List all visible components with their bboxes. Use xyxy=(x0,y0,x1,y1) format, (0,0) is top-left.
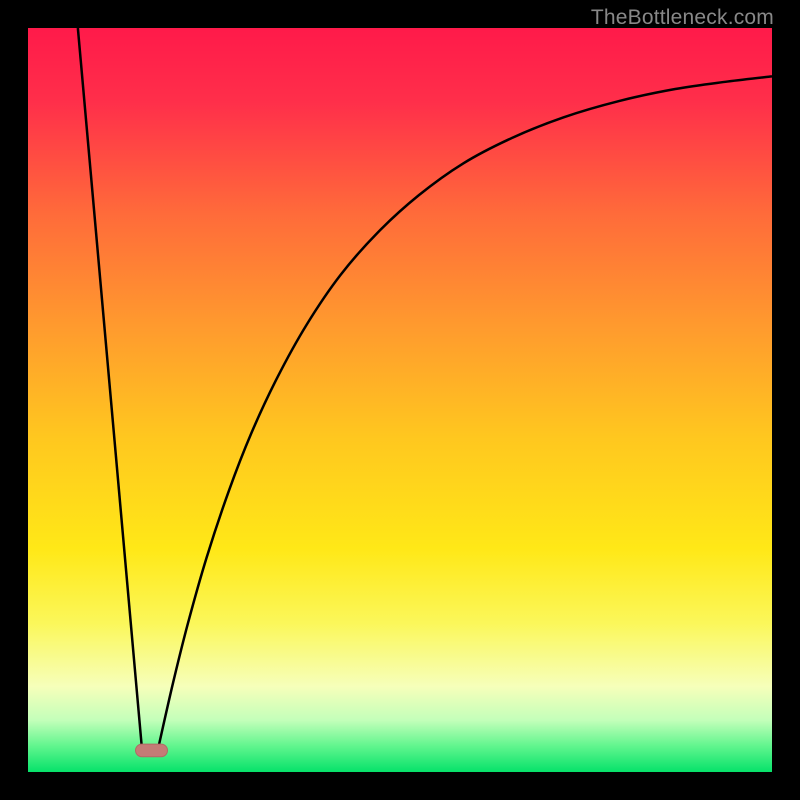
chart-container: TheBottleneck.com xyxy=(0,0,800,800)
watermark-text: TheBottleneck.com xyxy=(591,6,774,30)
curve-layer xyxy=(28,28,772,772)
valley-marker xyxy=(136,744,168,757)
plot-area xyxy=(28,28,772,772)
left-line xyxy=(78,28,142,747)
right-curve xyxy=(158,76,772,748)
